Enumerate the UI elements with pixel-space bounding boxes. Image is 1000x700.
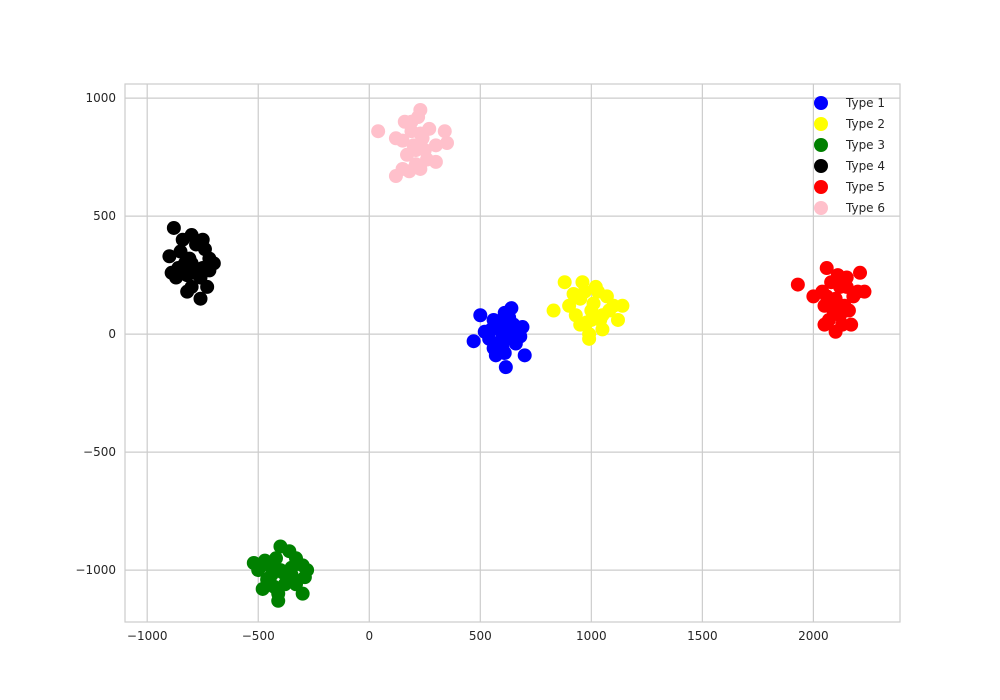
data-point-type-6 xyxy=(428,138,443,153)
plot-area xyxy=(125,84,900,622)
data-point-type-2 xyxy=(546,303,561,318)
data-point-type-4 xyxy=(195,232,210,247)
data-point-type-5 xyxy=(806,289,821,304)
legend-marker-type-3 xyxy=(814,138,828,152)
data-point-type-2 xyxy=(590,284,605,299)
y-tick-label: 500 xyxy=(93,209,116,223)
data-point-type-5 xyxy=(837,298,852,313)
x-tick-label: 1500 xyxy=(687,629,718,643)
x-tick-label: 2000 xyxy=(798,629,829,643)
data-point-type-1 xyxy=(499,317,514,332)
data-point-type-4 xyxy=(202,263,217,278)
data-point-type-2 xyxy=(610,312,625,327)
data-point-type-4 xyxy=(162,249,177,264)
data-point-type-2 xyxy=(615,298,630,313)
data-point-type-5 xyxy=(819,261,834,276)
data-point-type-5 xyxy=(844,317,859,332)
data-point-type-1 xyxy=(473,308,488,323)
data-point-type-4 xyxy=(164,265,179,280)
data-point-type-3 xyxy=(297,570,312,585)
x-tick-label: −500 xyxy=(242,629,275,643)
y-tick-label: 0 xyxy=(108,327,116,341)
data-point-type-3 xyxy=(280,572,295,587)
legend-label-type-4: Type 4 xyxy=(845,159,885,173)
data-point-type-6 xyxy=(415,131,430,146)
x-tick-label: 0 xyxy=(365,629,373,643)
data-point-type-3 xyxy=(295,586,310,601)
y-tick-label: 1000 xyxy=(85,91,116,105)
y-axis-ticks: −1000 −500 0 500 1000 xyxy=(75,91,116,577)
data-point-type-4 xyxy=(193,291,208,306)
legend-label-type-2: Type 2 xyxy=(845,117,885,131)
data-point-type-5 xyxy=(819,289,834,304)
data-point-type-2 xyxy=(582,331,597,346)
y-tick-label: −1000 xyxy=(75,563,116,577)
data-point-type-5 xyxy=(857,284,872,299)
plot-frame xyxy=(124,83,901,623)
legend-label-type-1: Type 1 xyxy=(845,96,885,110)
data-point-type-3 xyxy=(269,551,284,566)
data-point-type-5 xyxy=(828,324,843,339)
y-tick-label: −500 xyxy=(83,445,116,459)
legend-marker-type-6 xyxy=(814,201,828,215)
data-point-type-3 xyxy=(273,539,288,554)
data-point-type-2 xyxy=(586,296,601,311)
data-point-type-3 xyxy=(255,581,270,596)
legend-marker-type-4 xyxy=(814,159,828,173)
data-point-type-1 xyxy=(497,305,512,320)
x-tick-label: −1000 xyxy=(127,629,168,643)
data-point-type-6 xyxy=(437,124,452,139)
data-point-type-1 xyxy=(486,341,501,356)
data-point-type-6 xyxy=(439,135,454,150)
data-points xyxy=(162,102,872,608)
data-point-type-4 xyxy=(200,279,215,294)
legend-marker-type-5 xyxy=(814,180,828,194)
data-point-type-4 xyxy=(186,265,201,280)
x-axis-ticks: −1000 −500 0 500 1000 1500 2000 xyxy=(127,629,829,643)
data-point-type-3 xyxy=(257,553,272,568)
data-point-type-6 xyxy=(395,161,410,176)
x-tick-label: 500 xyxy=(469,629,492,643)
legend-label-type-6: Type 6 xyxy=(845,201,885,215)
legend-marker-type-1 xyxy=(814,96,828,110)
data-point-type-6 xyxy=(404,124,419,139)
data-point-type-6 xyxy=(388,131,403,146)
data-point-type-5 xyxy=(790,277,805,292)
data-point-type-3 xyxy=(271,593,286,608)
data-point-type-4 xyxy=(177,256,192,271)
data-point-type-2 xyxy=(595,322,610,337)
legend-marker-type-2 xyxy=(814,117,828,131)
data-point-type-4 xyxy=(166,220,181,235)
data-point-type-2 xyxy=(573,317,588,332)
legend-label-type-5: Type 5 xyxy=(845,180,885,194)
data-point-type-6 xyxy=(413,161,428,176)
data-point-type-5 xyxy=(839,270,854,285)
data-point-type-2 xyxy=(577,284,592,299)
data-point-type-3 xyxy=(266,579,281,594)
data-point-type-2 xyxy=(602,303,617,318)
data-point-type-3 xyxy=(246,556,261,571)
data-point-type-4 xyxy=(184,228,199,243)
legend-label-type-3: Type 3 xyxy=(845,138,885,152)
data-point-type-1 xyxy=(498,360,513,375)
data-point-type-2 xyxy=(584,312,599,327)
data-point-type-1 xyxy=(466,334,481,349)
data-point-type-6 xyxy=(408,143,423,158)
x-tick-label: 1000 xyxy=(576,629,607,643)
data-point-type-5 xyxy=(853,265,868,280)
legend: Type 1 Type 2 Type 3 Type 4 Type 5 Type 6 xyxy=(814,96,885,215)
data-point-type-3 xyxy=(288,551,303,566)
data-point-type-4 xyxy=(180,284,195,299)
data-point-type-6 xyxy=(371,124,386,139)
data-point-type-1 xyxy=(517,348,532,363)
data-point-type-5 xyxy=(817,317,832,332)
data-point-type-6 xyxy=(411,110,426,125)
data-point-type-3 xyxy=(264,567,279,582)
data-point-type-2 xyxy=(566,287,581,302)
data-point-type-2 xyxy=(557,275,572,290)
